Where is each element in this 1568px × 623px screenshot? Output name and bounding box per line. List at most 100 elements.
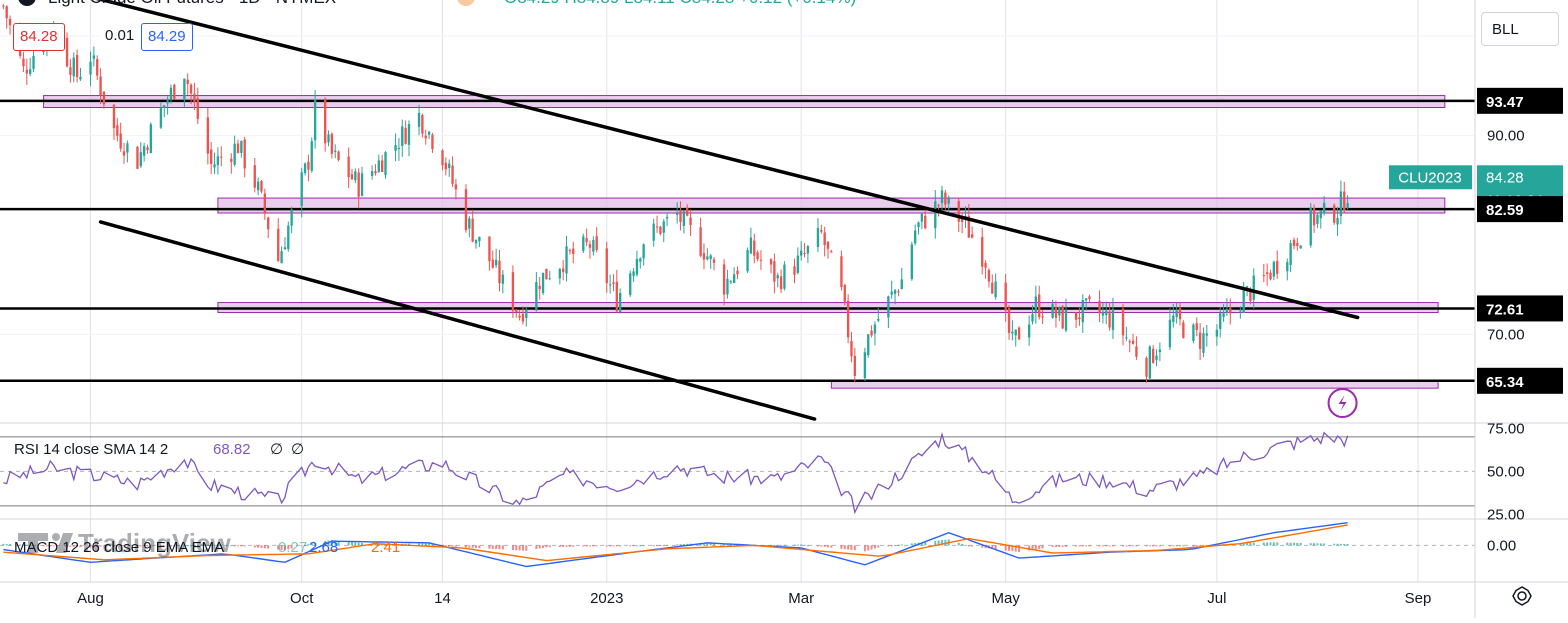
- macd-histogram-bar: [123, 545, 126, 547]
- candle-body: [79, 76, 82, 80]
- candle-body: [981, 236, 984, 267]
- macd-histogram-bar: [823, 545, 826, 548]
- candle-body: [1121, 308, 1125, 336]
- macd-histogram-bar: [558, 545, 561, 548]
- flash-icon[interactable]: [1327, 388, 1358, 418]
- candle-body: [1289, 243, 1292, 266]
- macd-histogram-bar: [511, 545, 514, 551]
- candle-body: [830, 251, 833, 253]
- candle-body: [689, 217, 692, 226]
- candle-body: [632, 271, 635, 276]
- candle-body: [920, 213, 924, 222]
- candle-body: [1145, 357, 1148, 377]
- rsi-legend-value: 68.82: [213, 441, 251, 458]
- macd-histogram-bar: [19, 544, 22, 546]
- candle-body: [424, 135, 427, 139]
- candle-body: [1346, 203, 1349, 209]
- candle-body: [1061, 306, 1064, 329]
- macd-histogram-bar: [585, 545, 588, 547]
- macd-histogram-bar: [45, 545, 48, 547]
- candle-body: [427, 131, 431, 135]
- candle-body: [545, 268, 548, 280]
- macd-histogram-bar: [1199, 545, 1202, 547]
- macd-histogram-bar: [1075, 545, 1078, 547]
- candle-body: [2, 5, 5, 7]
- settings-gear-button[interactable]: [1508, 582, 1536, 610]
- macd-histogram-bar: [454, 545, 457, 547]
- candle-body: [806, 246, 810, 254]
- candle-body: [679, 210, 682, 223]
- candle-body: [1011, 331, 1014, 334]
- candle-body: [1299, 245, 1302, 249]
- candle-body: [1152, 348, 1155, 363]
- level-badge-value: 93.47: [1486, 94, 1524, 111]
- macd-legend-title: MACD 12 26 close 9 EMA EMA: [14, 539, 224, 556]
- macd-histogram-bar: [1004, 545, 1007, 551]
- candle-body: [937, 204, 940, 206]
- candle-body: [592, 240, 595, 252]
- candle-body: [377, 160, 380, 172]
- candle-body: [726, 278, 729, 295]
- candle-body: [92, 55, 96, 59]
- candle-body: [404, 127, 407, 144]
- candle-body: [665, 216, 669, 219]
- candle-body: [1296, 243, 1299, 246]
- candle-body: [303, 163, 307, 174]
- y-tick-label: 90.00: [1487, 127, 1525, 144]
- candle-body: [843, 285, 846, 302]
- candle-body: [468, 218, 471, 229]
- macd-histogram-bar: [840, 545, 843, 549]
- macd-histogram-bar: [900, 544, 903, 546]
- candle-body: [897, 291, 900, 293]
- macd-histogram-bar: [1242, 542, 1245, 546]
- macd-histogram-bar: [515, 545, 518, 551]
- candle-body: [290, 209, 293, 226]
- candle-body: [867, 334, 870, 356]
- candle-body: [501, 274, 505, 284]
- candle-body: [900, 279, 903, 290]
- macd-histogram-bar: [920, 542, 923, 546]
- macd-histogram-bar: [1101, 545, 1104, 547]
- macd-histogram-bar: [1098, 545, 1101, 547]
- macd-histogram-bar: [1158, 545, 1161, 547]
- candle-body: [112, 104, 116, 129]
- macd-histogram-bar: [806, 545, 809, 547]
- macd-histogram-bar: [190, 545, 193, 547]
- macd-histogram-bar: [52, 545, 55, 547]
- price-scale-button[interactable]: BLL: [1481, 12, 1559, 46]
- candle-body: [136, 146, 139, 169]
- macd-value: 2.68: [309, 539, 338, 556]
- macd-histogram-bar: [1249, 542, 1252, 546]
- candle-body: [1322, 202, 1326, 214]
- macd-histogram-bar: [136, 545, 139, 547]
- macd-histogram-bar: [967, 545, 970, 547]
- rsi-line: [3, 431, 1349, 515]
- macd-histogram-bar: [310, 543, 313, 546]
- x-tick-label: Sep: [1405, 590, 1432, 607]
- macd-histogram-bar: [1011, 545, 1014, 552]
- macd-histogram-bar: [525, 545, 528, 551]
- candle-body: [478, 236, 481, 242]
- candle-body: [89, 61, 92, 75]
- bid-price-box[interactable]: 84.28: [13, 23, 65, 51]
- macd-histogram-bar: [877, 545, 880, 548]
- macd-histogram-bar: [42, 545, 45, 547]
- macd-histogram-bar: [421, 543, 424, 546]
- macd-histogram-bar: [816, 545, 819, 547]
- candle-body: [662, 221, 665, 233]
- macd-histogram-bar: [89, 545, 92, 548]
- candle-body: [243, 139, 246, 169]
- candle-body: [183, 78, 186, 101]
- macd-histogram-bar: [1058, 545, 1061, 547]
- macd-histogram-bar: [488, 545, 491, 549]
- macd-histogram-bar: [287, 545, 290, 550]
- ask-price-box[interactable]: 84.29: [141, 23, 193, 51]
- macd-histogram-bar: [206, 544, 209, 546]
- candle-body: [1078, 317, 1081, 320]
- price-axis-badge: 65.34: [1477, 367, 1563, 394]
- candle-body: [1175, 310, 1178, 317]
- candle-body: [588, 244, 592, 248]
- symbol-title: Light Crude Oil Futures · 1D · NYMEX: [48, 0, 336, 7]
